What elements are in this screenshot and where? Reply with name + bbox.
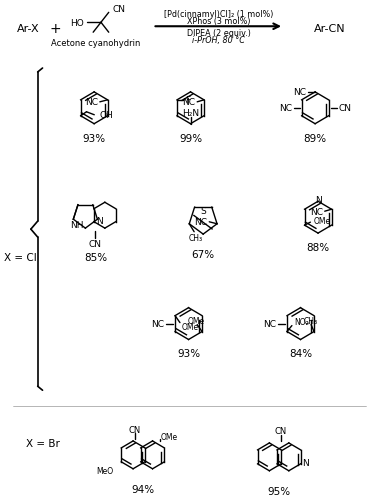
Text: Ar-CN: Ar-CN	[314, 24, 346, 34]
Text: Ar-X: Ar-X	[17, 24, 39, 34]
Text: 93%: 93%	[177, 349, 200, 359]
Text: i-PrOH, 80 °C: i-PrOH, 80 °C	[192, 36, 245, 45]
Text: XPhos (3 mol%): XPhos (3 mol%)	[187, 17, 250, 26]
Text: OMe: OMe	[313, 216, 330, 225]
Text: CN: CN	[275, 427, 287, 436]
Text: X = Cl: X = Cl	[4, 253, 36, 263]
Text: OMe: OMe	[187, 317, 205, 326]
Text: X = Br: X = Br	[26, 438, 60, 448]
Text: H₂N: H₂N	[182, 109, 199, 118]
Text: 67%: 67%	[192, 249, 215, 260]
Text: NC: NC	[294, 88, 307, 97]
Text: [Pd(cinnamyl)Cl]₂ (1 mol%): [Pd(cinnamyl)Cl]₂ (1 mol%)	[164, 10, 273, 19]
Text: CN: CN	[113, 5, 126, 14]
Text: +: +	[49, 22, 61, 36]
Text: N: N	[96, 217, 103, 226]
Text: 93%: 93%	[83, 133, 106, 143]
Text: NC: NC	[151, 320, 164, 329]
Text: 95%: 95%	[267, 485, 291, 495]
Text: OMe: OMe	[182, 323, 199, 332]
Text: DIPEA (2 equiv.): DIPEA (2 equiv.)	[187, 29, 251, 38]
Text: Acetone cyanohydrin: Acetone cyanohydrin	[51, 39, 141, 48]
Text: OH: OH	[99, 111, 113, 120]
Text: NC: NC	[85, 98, 98, 107]
Text: NH: NH	[70, 220, 83, 229]
Text: NC: NC	[182, 98, 195, 107]
Text: CN: CN	[339, 104, 352, 113]
Text: 84%: 84%	[289, 349, 312, 359]
Text: HO: HO	[70, 19, 83, 28]
Text: S: S	[200, 206, 206, 215]
Text: NC: NC	[194, 218, 207, 227]
Text: N: N	[302, 458, 309, 467]
Text: 99%: 99%	[179, 133, 202, 143]
Text: 89%: 89%	[304, 133, 327, 143]
Text: NC: NC	[263, 320, 276, 329]
Text: F: F	[185, 96, 190, 105]
Text: OMe: OMe	[160, 432, 177, 441]
Text: NO₂: NO₂	[294, 318, 309, 327]
Text: MeO: MeO	[96, 466, 113, 475]
Text: 85%: 85%	[84, 253, 108, 263]
Text: CN: CN	[89, 239, 102, 248]
Text: CH₃: CH₃	[189, 234, 203, 242]
Text: N: N	[315, 195, 321, 204]
Text: CN: CN	[129, 425, 141, 434]
Text: 94%: 94%	[131, 483, 154, 493]
Text: CH₃: CH₃	[304, 317, 318, 326]
Text: NC: NC	[279, 104, 292, 113]
Text: NC: NC	[310, 207, 323, 216]
Text: 88%: 88%	[307, 242, 330, 253]
